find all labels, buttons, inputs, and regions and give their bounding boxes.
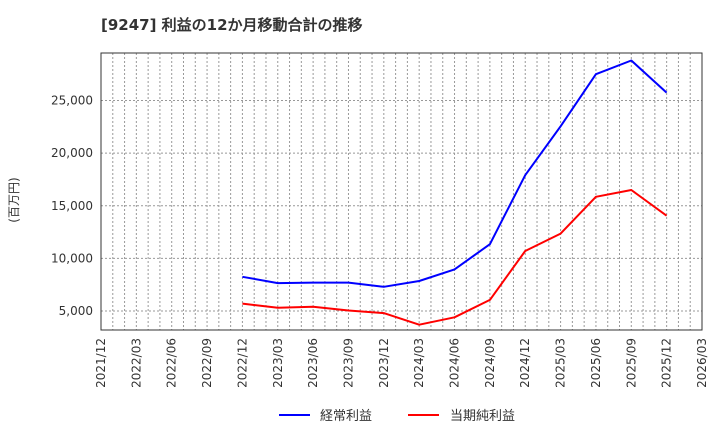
x-tick-label: 2024/09 (483, 338, 497, 388)
x-axis-ticks: 2021/12 2022/03 2022/06 2022/09 2022/12 2023/… (94, 338, 709, 388)
y-axis-label: (百万円) (7, 177, 21, 222)
series-line-touki-jun-rieki (242, 189, 668, 326)
y-tick-label: 15,000 (51, 199, 93, 213)
x-tick-label: 2022/06 (165, 338, 179, 388)
series-line-keijo-rieki (242, 59, 668, 288)
x-tick-label: 2023/03 (271, 338, 285, 388)
x-tick-label: 2025/06 (589, 338, 603, 388)
y-axis-ticks: 5,000 10,000 15,000 20,000 25,000 (51, 94, 93, 319)
x-tick-label: 2024/03 (412, 338, 426, 388)
chart-title: [9247] 利益の12か月移動合計の推移 (101, 16, 363, 34)
x-tick-label: 2023/06 (306, 338, 320, 388)
y-tick-label: 10,000 (51, 251, 93, 265)
plot-area-border (100, 52, 703, 331)
x-tick-label: 2023/09 (341, 338, 355, 388)
legend: 経常利益 当期純利益 (279, 409, 515, 424)
x-tick-label: 2025/09 (624, 338, 638, 388)
x-tick-label: 2022/03 (129, 338, 143, 388)
x-tick-label: 2022/09 (200, 338, 214, 388)
x-tick-label: 2024/12 (518, 338, 532, 388)
grid-lines (101, 53, 702, 330)
y-tick-label: 5,000 (59, 304, 93, 318)
y-tick-label: 25,000 (51, 94, 93, 108)
x-tick-label: 2021/12 (94, 338, 108, 388)
x-tick-label: 2024/06 (448, 338, 462, 388)
legend-label: 当期純利益 (450, 409, 515, 424)
y-tick-label: 20,000 (51, 146, 93, 160)
series-lines (242, 59, 668, 326)
x-tick-label: 2025/12 (660, 338, 674, 388)
legend-label: 経常利益 (320, 409, 372, 424)
x-tick-label: 2026/03 (695, 338, 709, 388)
x-tick-label: 2022/12 (235, 338, 249, 388)
x-tick-label: 2025/03 (554, 338, 568, 388)
x-tick-label: 2023/12 (377, 338, 391, 388)
